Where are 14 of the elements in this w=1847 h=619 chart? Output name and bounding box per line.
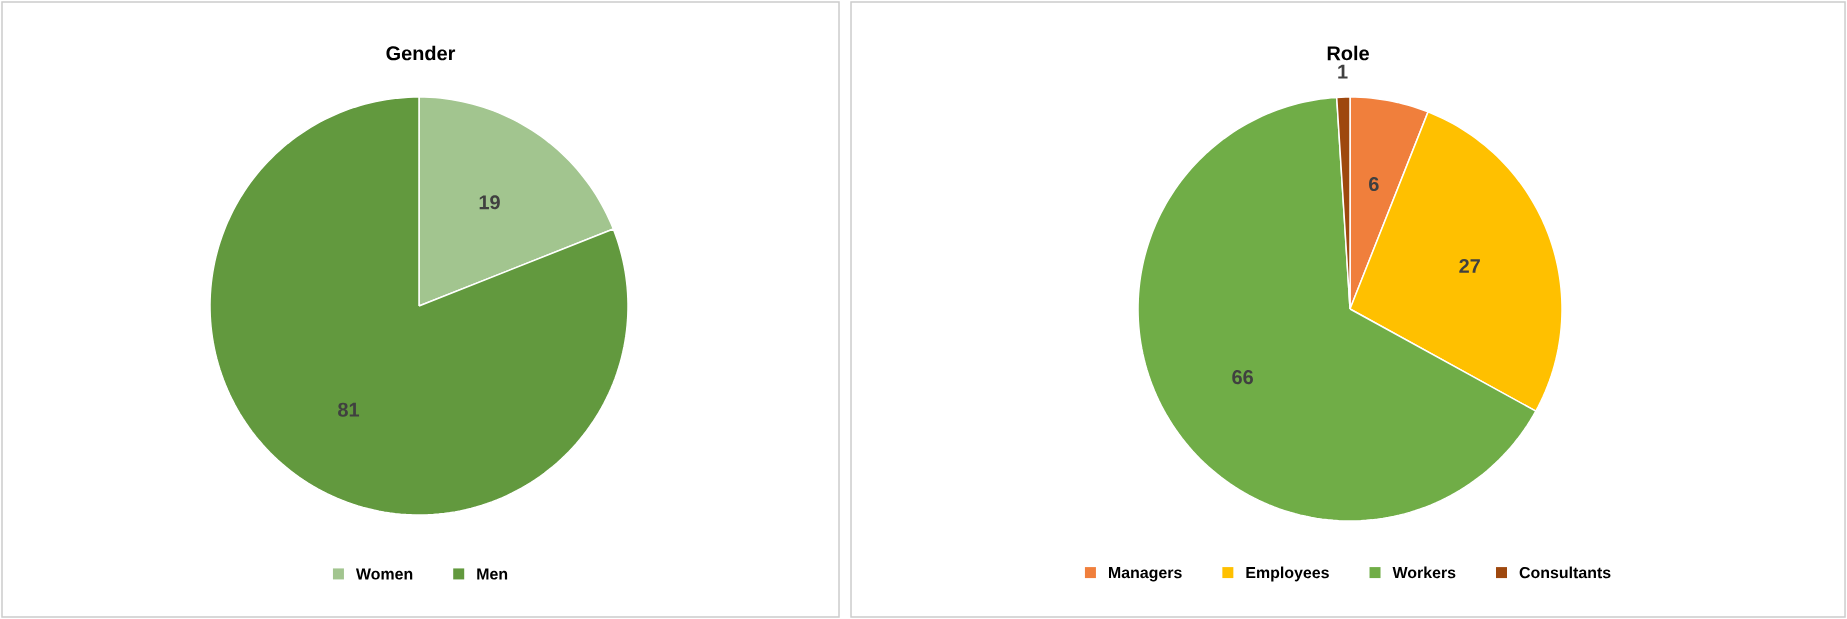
- chart-title: Gender: [386, 45, 456, 61]
- legend-label: Women: [355, 568, 413, 580]
- data-label: 66: [1232, 370, 1253, 385]
- data-label: 81: [338, 402, 360, 417]
- legend-label: Employees: [1246, 566, 1329, 582]
- chart-title: Role: [1327, 45, 1369, 61]
- legend-label: Consultants: [1519, 566, 1611, 579]
- legend-label: Men: [477, 568, 508, 580]
- legend-label: Workers: [1392, 566, 1456, 579]
- data-label: 1: [1338, 64, 1348, 79]
- data-label: 19: [479, 195, 500, 210]
- data-label: 6: [1369, 176, 1379, 192]
- legend-label: Managers: [1109, 567, 1182, 582]
- data-label: 27: [1459, 258, 1480, 273]
